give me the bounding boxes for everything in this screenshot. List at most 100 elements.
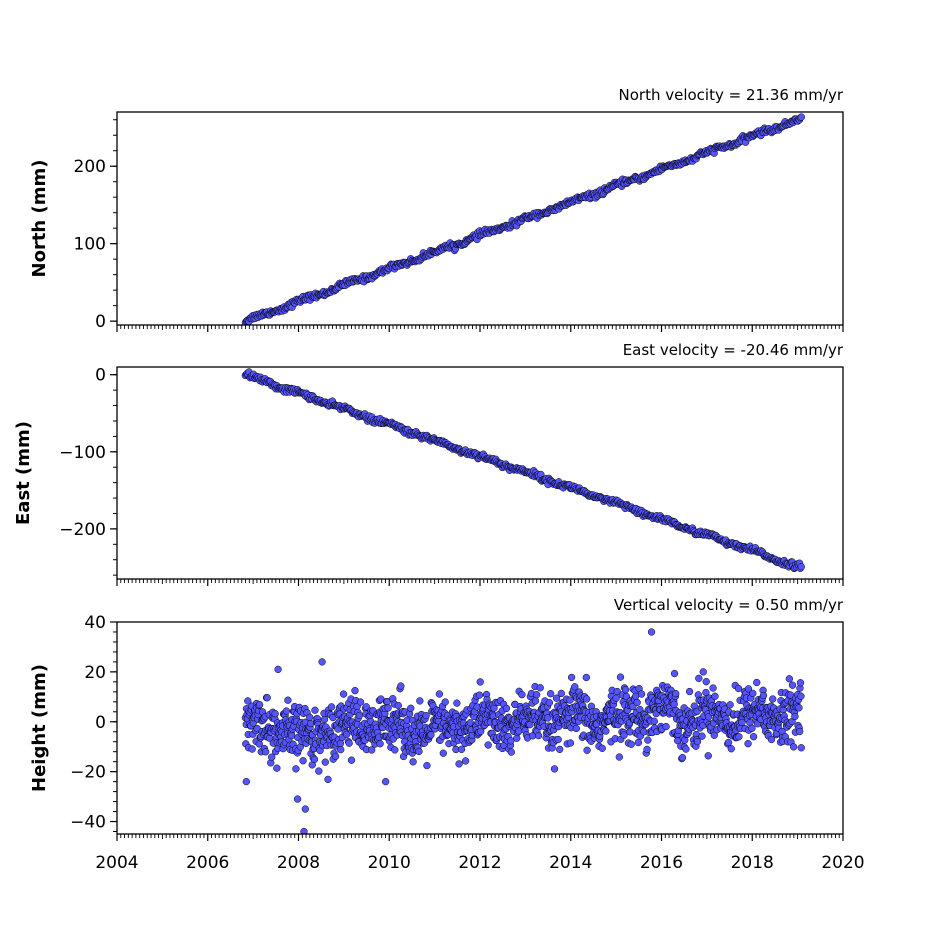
height-data-point xyxy=(556,745,564,754)
x-tick-label: 2012 xyxy=(458,853,501,873)
height-data-point xyxy=(633,698,641,707)
height-data-point xyxy=(347,756,356,764)
height-data-point xyxy=(384,704,392,712)
height-data-point xyxy=(557,689,565,698)
north-points xyxy=(241,113,805,325)
height-data-point xyxy=(650,717,658,725)
height-data-point xyxy=(242,777,250,786)
height-y-tick-label: −20 xyxy=(70,763,106,783)
height-data-point xyxy=(637,690,646,698)
height-data-point xyxy=(518,691,526,699)
height-data-point xyxy=(534,731,543,740)
height-data-point xyxy=(532,691,541,699)
height-data-point xyxy=(621,686,630,694)
north-panel: 0 100 200 North velocity = 21.36 mm/yr Nor… xyxy=(29,86,844,332)
height-data-point xyxy=(336,739,345,748)
height-data-point xyxy=(797,744,805,752)
height-data-point xyxy=(300,827,308,834)
height-data-point xyxy=(439,749,447,757)
height-data-point xyxy=(670,669,679,678)
height-data-point xyxy=(407,704,415,712)
vertical-velocity-title: Vertical velocity = 0.50 mm/yr xyxy=(614,596,844,614)
height-data-point xyxy=(724,738,733,747)
height-data-point xyxy=(678,754,687,762)
height-data-point xyxy=(457,745,466,753)
height-data-point xyxy=(477,727,485,736)
height-data-point xyxy=(788,681,797,689)
height-data-point xyxy=(476,678,484,686)
height-data-point xyxy=(567,673,576,682)
height-data-point xyxy=(554,735,562,744)
height-data-point xyxy=(552,694,561,702)
height-data-point xyxy=(263,694,271,702)
x-tick-label: 2020 xyxy=(821,853,864,873)
x-tick-label: 2008 xyxy=(277,853,320,873)
east-y-axis-label: East (mm) xyxy=(13,421,34,525)
east-points xyxy=(241,368,805,573)
height-data-point xyxy=(397,682,405,690)
height-data-point xyxy=(381,777,390,786)
height-data-point xyxy=(785,675,793,683)
height-data-point xyxy=(796,727,804,736)
height-y-axis-label: Height (mm) xyxy=(29,664,50,792)
height-y-tick-label: 0 xyxy=(95,713,106,733)
height-data-point xyxy=(355,711,364,720)
height-data-point xyxy=(455,760,463,768)
height-data-point xyxy=(461,757,470,765)
east-y-tick-label: 0 xyxy=(95,366,106,386)
height-data-point xyxy=(311,706,319,714)
x-tick-label: 2004 xyxy=(95,853,138,873)
height-data-point xyxy=(583,746,591,754)
height-data-point xyxy=(727,745,735,753)
height-data-point xyxy=(327,703,336,711)
height-data-point xyxy=(435,690,444,698)
east-y-ticks: 0 −100 −200 xyxy=(59,366,117,576)
height-data-point xyxy=(248,745,256,753)
height-data-point xyxy=(268,753,276,761)
height-data-point xyxy=(685,687,694,696)
height-data-point xyxy=(376,740,384,748)
height-data-point xyxy=(613,687,621,696)
height-data-point xyxy=(662,722,670,731)
height-data-point xyxy=(484,741,492,749)
height-data-point xyxy=(345,739,353,747)
height-data-point xyxy=(315,767,323,775)
height-data-point xyxy=(299,757,307,765)
x-axis-tick-labels: 2004 2006 2008 2010 2012 2014 2016 2018 2020 xyxy=(95,853,864,873)
height-data-point xyxy=(612,694,620,702)
height-data-point xyxy=(620,731,628,739)
height-data-point xyxy=(566,696,574,704)
east-velocity-title: East velocity = -20.46 mm/yr xyxy=(623,341,844,359)
east-y-tick-label: −200 xyxy=(59,520,106,540)
height-data-point xyxy=(368,746,376,754)
height-data-point xyxy=(320,715,329,724)
height-data-point xyxy=(343,730,351,738)
x-tick-label: 2010 xyxy=(368,853,411,873)
height-data-point xyxy=(356,698,365,706)
x-tick-label: 2006 xyxy=(186,853,229,873)
height-data-point xyxy=(672,689,680,698)
height-data-point xyxy=(735,733,743,741)
height-points xyxy=(241,628,805,834)
height-data-point xyxy=(704,752,712,760)
height-data-point xyxy=(274,665,282,674)
height-data-point xyxy=(644,736,652,744)
height-data-point xyxy=(769,695,777,703)
height-data-point xyxy=(546,690,555,698)
height-data-point xyxy=(615,753,623,761)
height-data-point xyxy=(682,745,690,753)
height-data-point xyxy=(693,738,702,746)
height-data-point xyxy=(244,697,252,705)
height-data-point xyxy=(647,628,656,636)
height-data-point xyxy=(699,668,707,676)
north-y-tick-label: 100 xyxy=(74,235,106,255)
height-data-point xyxy=(795,704,803,712)
height-data-point xyxy=(749,733,758,741)
height-y-tick-label: −40 xyxy=(70,813,106,833)
height-data-point xyxy=(287,731,296,740)
height-data-point xyxy=(293,795,302,803)
height-data-point xyxy=(634,738,643,747)
height-data-point xyxy=(744,685,753,693)
height-data-point xyxy=(301,805,309,813)
